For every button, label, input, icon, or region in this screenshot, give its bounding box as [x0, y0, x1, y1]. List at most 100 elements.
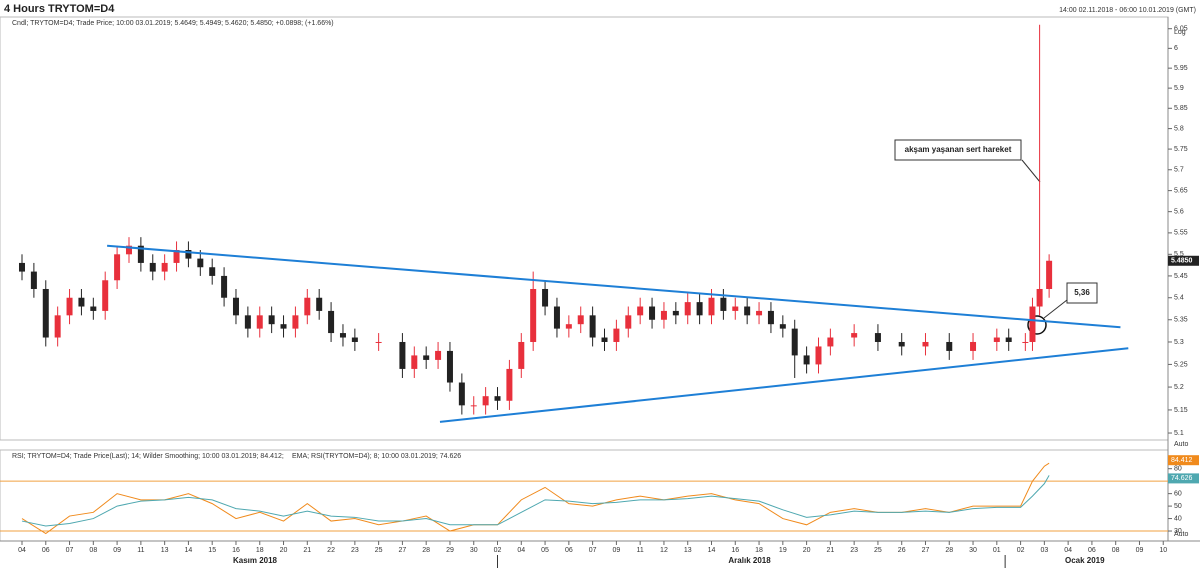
value-label: 74.626: [1171, 475, 1193, 482]
candle-body: [577, 315, 584, 325]
y-tick-label: 5.2: [1174, 384, 1184, 391]
date-range: 14:00 02.11.2018 - 06:00 10.01.2019 (GMT…: [1059, 7, 1196, 14]
scale-label: Log: [1174, 29, 1186, 36]
y-tick-label: 5.1: [1174, 430, 1184, 437]
candle-body: [744, 306, 751, 316]
candle-body: [672, 310, 679, 316]
y-tick-label: 30: [1174, 528, 1182, 535]
candle-body: [815, 346, 822, 365]
candle-body: [542, 288, 549, 307]
candle-body: [268, 315, 275, 325]
candle-body: [1029, 306, 1036, 342]
auto-label: Auto: [1174, 531, 1189, 538]
x-tick-label: 30: [969, 547, 977, 554]
x-tick-label: 26: [898, 547, 906, 554]
candle-body: [78, 297, 85, 307]
x-tick-label: 11: [137, 547, 144, 554]
candle-body: [970, 341, 977, 351]
y-tick-label: 60: [1174, 490, 1182, 497]
y-tick-label: 6.05: [1174, 26, 1188, 33]
x-tick-label: 28: [422, 547, 430, 554]
x-tick-label: 21: [303, 547, 311, 554]
candle-body: [137, 245, 144, 263]
series-line: [21, 475, 1050, 527]
y-tick-label: 5.7: [1174, 167, 1184, 174]
candle-body: [54, 315, 61, 338]
y-tick-label: 5.6: [1174, 208, 1184, 215]
x-tick-label: 27: [922, 547, 930, 554]
candle-body: [660, 310, 667, 320]
y-tick-label: 5.9: [1174, 85, 1184, 92]
x-tick-label: 18: [256, 547, 264, 554]
candle-body: [42, 288, 49, 338]
x-tick-label: 20: [280, 547, 288, 554]
x-tick-label: 22: [327, 547, 335, 554]
x-tick-label: 18: [755, 547, 763, 554]
candle-body: [732, 306, 739, 311]
annotation-arrow: [1043, 299, 1068, 319]
y-tick-label: 5.75: [1174, 146, 1188, 153]
candle-body: [720, 297, 727, 311]
x-tick-label: 12: [660, 547, 668, 554]
candle-body: [708, 297, 715, 316]
x-tick-label: 29: [446, 547, 454, 554]
annotation-box: [1066, 282, 1098, 304]
month-label: Ocak 2019: [1065, 556, 1105, 565]
x-tick-label: 07: [66, 547, 74, 554]
candle-body: [375, 341, 382, 343]
candle-body: [1036, 288, 1043, 307]
y-tick-label: 5.85: [1174, 105, 1188, 112]
x-tick-label: 02: [494, 547, 502, 554]
x-tick-label: 23: [351, 547, 359, 554]
x-tick-label: 23: [850, 547, 858, 554]
candle-body: [399, 341, 406, 369]
x-tick-label: 04: [1064, 547, 1072, 554]
candle-body: [161, 262, 168, 272]
y-tick-label: 5.4: [1174, 295, 1184, 302]
candle-body: [125, 245, 132, 255]
x-tick-label: 15: [208, 547, 216, 554]
y-tick-label: 80: [1174, 466, 1182, 473]
candles: [18, 24, 1053, 415]
x-tick-label: 13: [684, 547, 692, 554]
candle-body: [446, 350, 453, 383]
x-tick-label: 03: [1040, 547, 1048, 554]
candle-body: [90, 306, 97, 311]
annotation: akşam yaşanan sert hareket: [905, 145, 1012, 154]
y-tick-label: 5.45: [1174, 273, 1188, 280]
rsi-legend: RSI; TRYTOM=D4; Trade Price(Last); 14; W…: [12, 453, 284, 460]
candle-body: [696, 302, 703, 316]
candle-body: [1022, 341, 1029, 343]
candle-body: [435, 350, 442, 360]
candle-body: [316, 297, 323, 311]
y-tick-label: 5.65: [1174, 187, 1188, 194]
candle-body: [1005, 337, 1012, 342]
candle-body: [803, 355, 810, 365]
x-tick-label: 25: [874, 547, 882, 554]
x-tick-label: 30: [470, 547, 478, 554]
y-tick-label: 5.8: [1174, 125, 1184, 132]
x-tick-label: 08: [1112, 547, 1120, 554]
y-tick-label: 5.5: [1174, 251, 1184, 258]
candle-body: [898, 341, 905, 347]
x-tick-label: 01: [993, 547, 1001, 554]
candle-body: [494, 396, 501, 401]
ema-legend: EMA; RSI(TRYTOM=D4); 8; 10:00 03.01.2019…: [292, 453, 461, 460]
candle-body: [292, 315, 299, 329]
candle-body: [874, 333, 881, 342]
x-tick-label: 13: [161, 547, 169, 554]
candle-body: [506, 368, 513, 401]
y-tick-label: 5.55: [1174, 230, 1188, 237]
y-tick-label: 6: [1174, 45, 1178, 52]
candle-body: [601, 337, 608, 342]
candle-body: [482, 396, 489, 406]
x-tick-label: 09: [113, 547, 121, 554]
x-tick-label: 09: [612, 547, 620, 554]
x-tick-label: 06: [565, 547, 573, 554]
candle-body: [173, 250, 180, 263]
x-tick-label: 11: [637, 547, 644, 554]
candle-body: [18, 262, 25, 272]
y-tick-label: 40: [1174, 515, 1182, 522]
candle-body: [779, 324, 786, 329]
